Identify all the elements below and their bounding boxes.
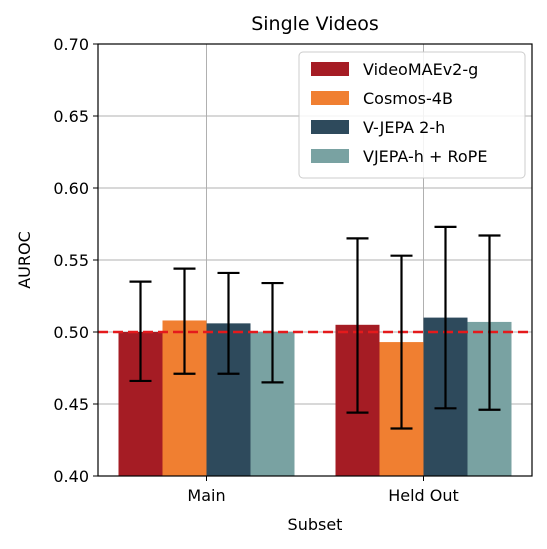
- y-tick-label: 0.50: [53, 323, 89, 342]
- legend-label: Cosmos-4B: [363, 89, 453, 108]
- y-tick-label: 0.70: [53, 35, 89, 54]
- legend-swatch: [311, 62, 349, 76]
- legend: VideoMAEv2-g Cosmos-4B V-JEPA 2-h VJEPA-h +…: [298, 51, 526, 179]
- x-axis: Main Held Out: [187, 476, 459, 505]
- x-tick-label: Main: [187, 486, 225, 505]
- legend-swatch: [311, 120, 349, 134]
- chart-title: Single Videos: [251, 13, 379, 35]
- legend-label: VJEPA-h + RoPE: [363, 147, 487, 166]
- y-tick-label: 0.45: [53, 395, 89, 414]
- legend-box: [298, 51, 526, 179]
- y-tick-label: 0.60: [53, 179, 89, 198]
- legend-swatch: [311, 91, 349, 105]
- y-axis-title: AUROC: [15, 231, 34, 289]
- legend-label: V-JEPA 2-h: [363, 118, 445, 137]
- x-axis-title: Subset: [288, 515, 343, 534]
- bars: [118, 317, 512, 476]
- y-tick-label: 0.55: [53, 251, 89, 270]
- legend-label: VideoMAEv2-g: [363, 60, 478, 79]
- y-axis: 0.40 0.45 0.50 0.55 0.60 0.65 0.70: [53, 35, 98, 486]
- x-tick-label: Held Out: [388, 486, 459, 505]
- error-bars: [129, 225, 501, 430]
- legend-swatch: [311, 149, 349, 163]
- y-tick-label: 0.40: [53, 467, 89, 486]
- y-tick-label: 0.65: [53, 107, 89, 126]
